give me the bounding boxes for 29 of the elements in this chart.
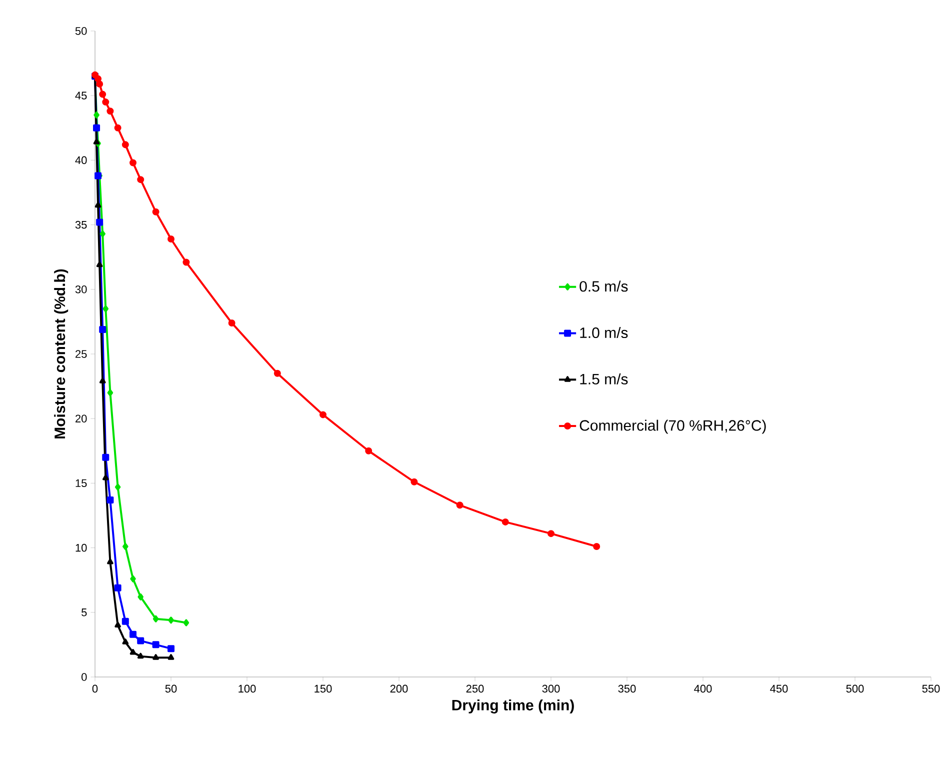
legend-label: Commercial (70 %RH,26°C) [580,420,766,434]
legend-label: 0.5 m/s [580,280,628,292]
x-tick-label: 400 [694,684,712,693]
x-tick-label: 200 [390,684,408,693]
y-tick-label: 40 [75,156,87,164]
x-axis-title: Drying time (min) [452,699,574,714]
y-tick-label: 20 [76,414,87,422]
y-tick-label: 50 [75,27,87,35]
x-tick-label: 550 [922,684,940,693]
x-tick-label: 300 [542,684,560,693]
x-tick-label: 500 [846,684,864,693]
x-tick-label: 150 [314,684,332,693]
x-tick-label: 100 [238,684,256,693]
legend-label: 1.5 m/s [580,373,628,384]
y-tick-label: 15 [76,479,87,488]
y-tick-label: 10 [76,544,87,552]
y-tick-label: 45 [75,92,87,100]
y-tick-label: 5 [82,608,87,616]
x-tick-label: 0 [92,684,98,693]
x-tick-label: 350 [618,684,636,693]
x-tick-label: 50 [165,684,177,693]
legend-label: 1.0 m/s [580,327,628,338]
x-tick-label: 450 [770,684,788,693]
y-tick-label: 30 [75,286,87,294]
y-tick-label: 25 [76,350,87,358]
y-axis-title: Moisture content (%d.b) [54,269,68,438]
y-tick-label: 35 [75,220,87,229]
x-tick-label: 250 [466,684,484,693]
y-tick-label: 0 [82,673,87,681]
